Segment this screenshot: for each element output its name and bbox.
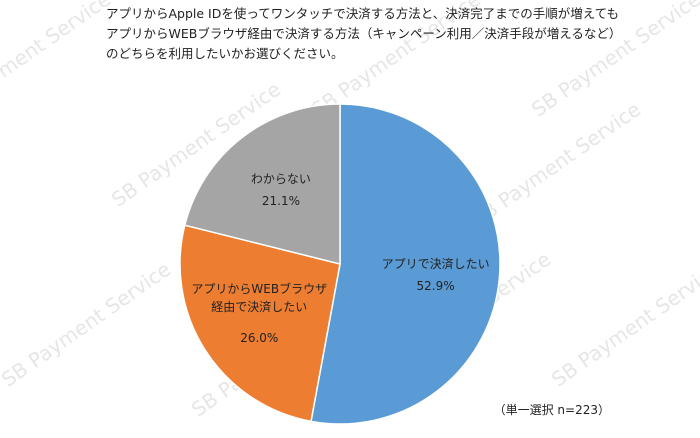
slice-label: アプリで決済したい	[381, 256, 490, 271]
value-label: 21.1%	[261, 194, 300, 209]
watermark: SB Payment Service	[467, 97, 645, 232]
pie-slice	[179, 224, 341, 423]
slice-label: わからない	[250, 172, 311, 187]
watermark: SB Payment Service	[547, 257, 700, 392]
pie-slice	[183, 103, 341, 265]
value-label: 52.9%	[416, 278, 455, 293]
annotation: （単一選択 n=223）	[493, 403, 610, 417]
chart-title: アプリからApple IDを使ってワンタッチで決済する方法と、決済完了までの手順…	[106, 6, 622, 61]
value-label: 26.0%	[240, 330, 279, 345]
watermark: SB Payment Service	[0, 0, 115, 122]
pie-slice	[310, 103, 501, 425]
slice-label: アプリからWEBブラウザ 経由で決済したい	[191, 281, 328, 314]
watermark: SB Payment Service	[0, 257, 175, 392]
